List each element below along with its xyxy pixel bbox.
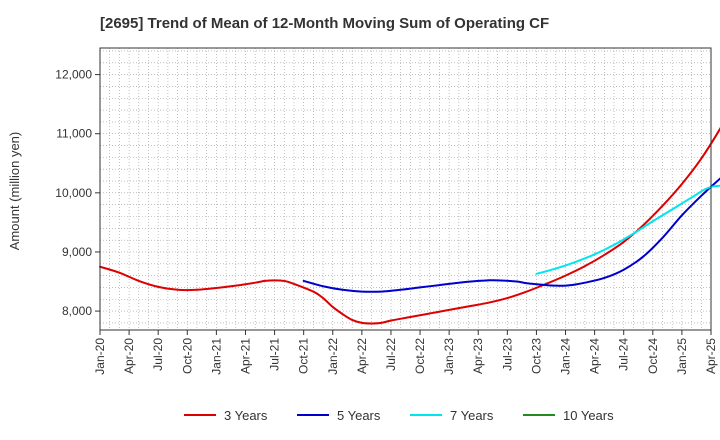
x-tick-label: Jan-25 (675, 338, 689, 375)
x-tick-label: Oct-20 (180, 338, 194, 374)
legend-label-3-years: 3 Years (224, 408, 268, 423)
series-line-3-years (99, 127, 720, 325)
x-tick-label: Jul-24 (617, 338, 631, 371)
x-tick-label: Jan-23 (442, 338, 456, 375)
plot-frame (99, 47, 712, 331)
plot-area (100, 48, 711, 330)
x-tick-label: Oct-22 (413, 338, 427, 374)
x-tick-label: Jan-24 (559, 338, 573, 375)
y-tick-label: 8,000 (62, 304, 92, 318)
y-tick-label: 9,000 (62, 245, 92, 259)
x-tick-label: Apr-21 (238, 338, 252, 374)
y-axis-label: Amount (million yen) (7, 132, 22, 251)
x-tick-label: Jan-20 (93, 338, 107, 375)
x-tick-label: Oct-24 (646, 338, 660, 374)
legend-label-7-years: 7 Years (450, 408, 494, 423)
series-line-7-years (535, 184, 720, 275)
legend-label-5-years: 5 Years (337, 408, 381, 423)
series-line-5-years (302, 177, 720, 293)
x-tick-label: Jan-21 (209, 338, 223, 375)
series-lines (99, 127, 720, 325)
x-tick-label: Apr-24 (588, 338, 602, 374)
x-tick-label: Apr-22 (355, 338, 369, 374)
y-axis-ticks: 8,000 9,000 10,000 11,000 12,000 (55, 68, 100, 318)
x-tick-label: Oct-21 (297, 338, 311, 374)
y-tick-label: 11,000 (56, 127, 92, 141)
x-tick-label: Jul-21 (268, 338, 282, 371)
chart-title: [2695] Trend of Mean of 12-Month Moving … (100, 15, 549, 32)
legend-label-10-years: 10 Years (563, 408, 614, 423)
legend: 3 Years 5 Years 7 Years 10 Years (184, 408, 614, 423)
x-tick-label: Apr-23 (471, 338, 485, 374)
y-tick-label: 12,000 (55, 68, 92, 82)
x-tick-label: Jan-22 (326, 338, 340, 375)
x-tick-label: Apr-25 (704, 338, 718, 374)
x-tick-label: Jul-20 (151, 338, 165, 371)
x-tick-label: Apr-20 (122, 338, 136, 374)
x-tick-label: Oct-23 (529, 338, 543, 374)
y-tick-label: 10,000 (55, 186, 92, 200)
x-tick-label: Jul-22 (384, 338, 398, 371)
x-axis-ticks: Jan-20 Apr-20 Jul-20 Oct-20 Jan-21 Apr-21 Jul-… (93, 330, 718, 375)
x-tick-label: Jul-23 (500, 338, 514, 371)
